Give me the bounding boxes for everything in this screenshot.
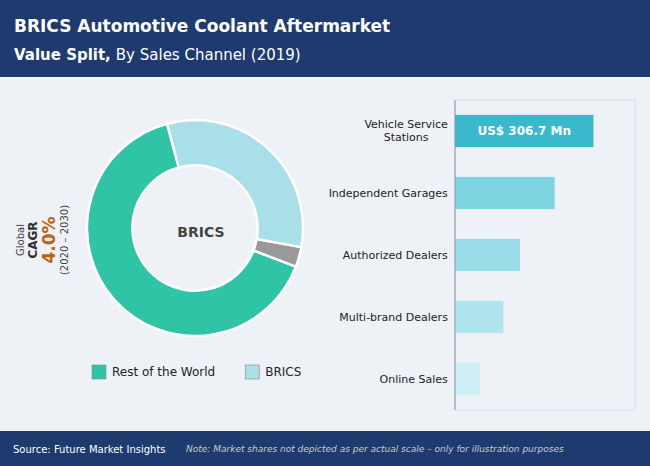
note: Note: Market shares not depicted as per … [186, 444, 564, 454]
legend-label: BRICS [265, 365, 301, 379]
bar [455, 177, 555, 209]
category-label: Multi-brand Dealers [339, 311, 448, 324]
category-line: Multi-brand Dealers [339, 311, 448, 324]
subtitle-part: Value Split, [14, 46, 111, 64]
bars [455, 115, 593, 395]
plot-frame [455, 100, 635, 410]
footer [0, 431, 650, 466]
category-label: Authorized Dealers [343, 249, 448, 262]
category-line: Online Sales [380, 373, 449, 386]
bar [455, 239, 520, 271]
cagr-annotation: Global [15, 224, 26, 256]
legend-label: Rest of the World [112, 365, 215, 379]
bar [455, 301, 503, 333]
page: BRICS Automotive Coolant Aftermarket Valu… [0, 0, 650, 466]
legend: Rest of the World BRICS [92, 365, 301, 379]
cagr-annotation: CAGR [26, 221, 40, 258]
category-line: Independent Garages [329, 187, 448, 200]
category-line: Authorized Dealers [343, 249, 448, 262]
cagr-annotation: (2020 – 2030) [59, 205, 70, 275]
header [0, 0, 650, 77]
source: Source: Future Market Insights [13, 444, 166, 455]
background [0, 0, 650, 466]
donut-center-label: BRICS [177, 224, 224, 240]
bar-chart: Vehicle ServiceStations Independent Garag… [329, 100, 635, 410]
subtitle-part: By Sales Channel (2019) [116, 46, 301, 64]
bar-annotation: US$ 306.7 Mn [477, 124, 571, 138]
category-label: Vehicle ServiceStations [364, 118, 448, 144]
category-label: Independent Garages [329, 187, 448, 200]
category-line: Stations [384, 131, 429, 144]
title: BRICS Automotive Coolant Aftermarket [14, 16, 390, 36]
bar [455, 363, 480, 395]
legend-swatch [245, 365, 259, 379]
bar [455, 115, 593, 147]
subtitle: Value Split, By Sales Channel (2019) [14, 46, 301, 64]
axis-line [455, 100, 456, 410]
donut-chart: BRICS [87, 120, 303, 336]
legend-swatch [92, 365, 106, 379]
donut-slice [167, 120, 303, 247]
cagr-annotation: 4.0% [39, 216, 59, 263]
category-label: Online Sales [380, 373, 449, 386]
category-line: Vehicle Service [364, 118, 448, 131]
